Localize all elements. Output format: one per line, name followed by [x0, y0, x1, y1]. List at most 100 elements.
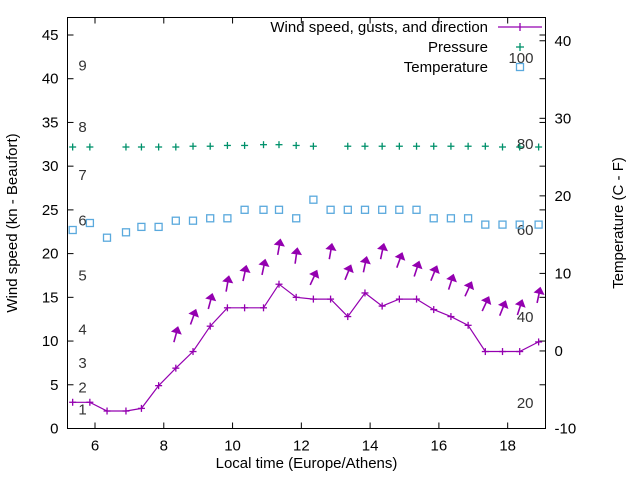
y-axis-tick-label: 40	[42, 71, 59, 88]
wind-speed-point	[223, 304, 231, 312]
temperature-point	[378, 205, 387, 214]
fahrenheit-scale-label: 80	[517, 136, 534, 153]
y-axis-tick-label: 20	[42, 246, 59, 263]
wind-direction-barb	[463, 281, 475, 297]
x-axis-tick-label: 6	[91, 438, 99, 455]
wind-speed-point	[447, 313, 455, 321]
pressure-point	[275, 141, 283, 149]
wind-direction-barb	[273, 238, 285, 256]
y-axis-tick-label: 25	[42, 202, 59, 219]
pressure-point	[464, 142, 472, 150]
wind-direction-barb	[377, 242, 389, 260]
temperature-point	[206, 214, 215, 223]
wind-speed-point	[499, 348, 507, 356]
temperature-point	[292, 214, 301, 223]
pressure-point	[206, 142, 214, 150]
legend-label: Wind speed, gusts, and direction	[270, 19, 488, 36]
temperature-point	[240, 205, 249, 214]
pressure-point	[122, 143, 130, 151]
x-axis-tick-label: 10	[224, 438, 241, 455]
wind-direction-barb	[205, 292, 217, 310]
wind-direction-barb	[239, 264, 251, 282]
wind-speed-point	[206, 322, 214, 330]
pressure-point	[395, 142, 403, 150]
pressure-point	[516, 143, 524, 151]
fahrenheit-scale-label: 40	[517, 309, 534, 326]
y-axis-title: Wind speed (kn - Beaufort)	[4, 133, 21, 312]
pressure-point	[447, 142, 455, 150]
legend-marker-wind	[498, 23, 542, 31]
x-axis-tick-label: 18	[499, 438, 516, 455]
wind-direction-barb	[533, 286, 545, 304]
wind-direction-barb	[309, 269, 320, 286]
legend-label: Pressure	[428, 39, 488, 56]
wind-speed-point	[464, 321, 472, 329]
temperature-point	[259, 205, 268, 214]
wind-direction-barb	[359, 256, 371, 273]
wind-speed-point	[137, 404, 145, 412]
temperature-point	[515, 220, 524, 229]
wind-speed-point	[103, 407, 111, 415]
x-axis-tick-label: 8	[160, 438, 168, 455]
wind-speed-point	[516, 348, 524, 356]
temperature-point	[360, 205, 370, 214]
temperature-point	[343, 205, 352, 214]
wind-speed-point	[378, 302, 386, 310]
fahrenheit-scale-label: 60	[517, 222, 534, 239]
wind-speed-point	[413, 295, 421, 303]
wind-direction-barb	[290, 247, 303, 264]
pressure-point	[223, 141, 231, 149]
beaufort-scale-label: 8	[78, 119, 86, 136]
x-axis-tick-label: 12	[293, 438, 310, 455]
wind-speed-point	[535, 338, 543, 346]
pressure-point	[155, 143, 163, 151]
wind-direction-barb	[170, 326, 182, 343]
wind-direction-barb	[222, 275, 234, 292]
wind-direction-barb	[343, 264, 354, 281]
wind-speed-point	[260, 304, 268, 312]
pressure-point	[535, 143, 543, 151]
y-axis-tick-label: 0	[50, 421, 58, 438]
beaufort-scale-label: 3	[78, 355, 86, 372]
wind-speed-point	[481, 348, 489, 356]
pressure-point	[260, 141, 268, 149]
y2-axis-tick-label: 0	[555, 343, 563, 360]
pressure-point	[344, 142, 352, 150]
y-axis-tick-label: 5	[50, 377, 58, 394]
pressure-point	[430, 142, 438, 150]
y-axis-tick-label: 15	[42, 289, 59, 306]
temperature-point	[223, 214, 232, 223]
temperature-point	[137, 222, 146, 232]
beaufort-scale-label: 6	[78, 212, 86, 229]
pressure-point	[241, 141, 249, 149]
pressure-point	[413, 142, 421, 150]
pressure-point	[69, 143, 77, 151]
temperature-point	[463, 214, 473, 223]
temperature-point	[534, 220, 543, 229]
temperature-point	[171, 216, 180, 225]
wind-speed-point	[327, 295, 335, 303]
wind-speed-point	[361, 289, 369, 297]
wind-speed-line	[72, 283, 539, 412]
pressure-point	[481, 142, 489, 150]
wind-speed-point	[241, 304, 249, 312]
temperature-point	[102, 233, 112, 242]
legend-marker-temperature	[515, 62, 525, 72]
y2-axis-tick-label: 20	[555, 188, 572, 205]
temperature-point	[498, 220, 507, 229]
wind-speed-point	[86, 398, 94, 406]
y2-axis-tick-label: 10	[555, 265, 572, 282]
wind-speed-point	[69, 398, 77, 406]
y-axis-tick-label: 10	[42, 333, 59, 350]
temperature-point	[412, 205, 421, 214]
wind-speed-point	[430, 306, 438, 314]
wind-direction-barb	[411, 260, 423, 277]
x-axis-tick-label: 16	[431, 438, 448, 455]
wind-speed-point	[275, 280, 283, 288]
pressure-point	[189, 142, 197, 150]
temperature-point	[429, 214, 438, 223]
pressure-point	[499, 143, 507, 151]
legend-marker-pressure	[516, 43, 524, 51]
